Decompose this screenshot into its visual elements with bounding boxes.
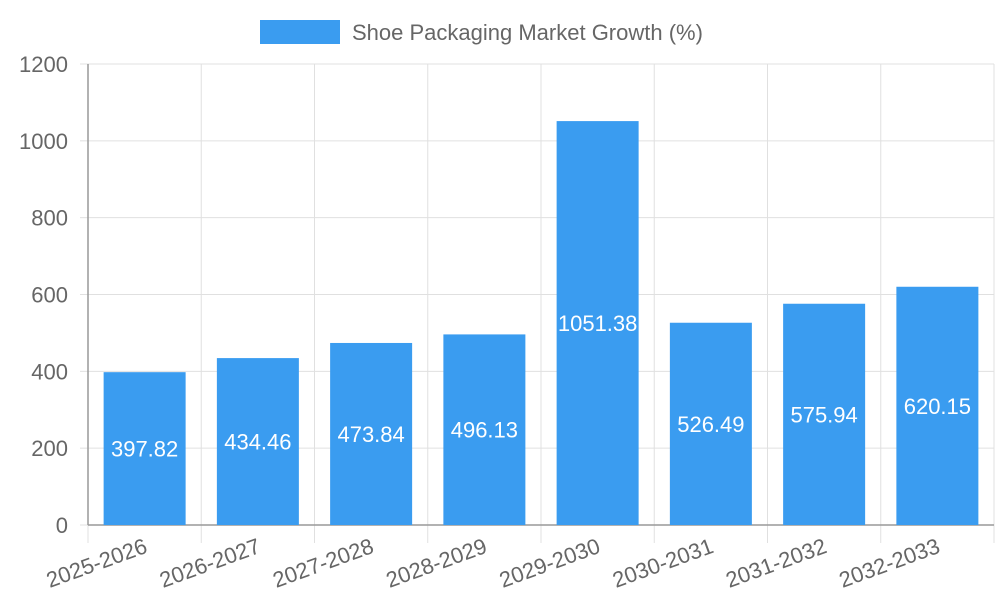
bar[interactable] xyxy=(330,342,413,525)
y-tick-label: 0 xyxy=(56,513,68,538)
bar-data-label: 397.82 xyxy=(111,437,178,462)
y-tick-label: 600 xyxy=(31,283,68,308)
legend-swatch xyxy=(260,20,340,44)
x-tick-label: 2031-2032 xyxy=(722,533,829,592)
y-tick-label: 200 xyxy=(31,436,68,461)
x-tick-label: 2026-2027 xyxy=(156,533,263,592)
bar[interactable] xyxy=(103,372,186,525)
bar[interactable] xyxy=(556,121,639,525)
bar[interactable] xyxy=(896,286,979,525)
x-tick-label: 2028-2029 xyxy=(383,533,490,592)
bar-data-label: 473.84 xyxy=(337,422,404,447)
x-tick-label: 2025-2026 xyxy=(43,533,150,592)
data-labels: 397.82 434.46 473.84 496.13 1051.38 526.49 575… xyxy=(111,311,971,462)
bar-data-label: 434.46 xyxy=(224,430,291,455)
y-tick-label: 400 xyxy=(31,359,68,384)
bar[interactable] xyxy=(216,358,299,525)
y-tick-label: 800 xyxy=(31,206,68,231)
y-tick-label: 1000 xyxy=(19,129,68,154)
x-tick-label: 2032-2033 xyxy=(836,533,943,592)
bar-data-label: 620.15 xyxy=(904,394,971,419)
bar[interactable] xyxy=(443,334,526,525)
bar-data-label: 575.94 xyxy=(790,402,857,427)
bar-data-label: 1051.38 xyxy=(558,311,638,336)
x-tick-label: 2030-2031 xyxy=(609,533,716,592)
x-tick-label: 2027-2028 xyxy=(269,533,376,592)
y-tick-label: 1200 xyxy=(19,52,68,77)
bar-data-label: 526.49 xyxy=(677,412,744,437)
chart-legend[interactable]: Shoe Packaging Market Growth (%) xyxy=(260,20,703,45)
bar-data-label: 496.13 xyxy=(451,418,518,443)
x-tick-label: 2029-2030 xyxy=(496,533,603,592)
bar[interactable] xyxy=(783,303,866,525)
bar[interactable] xyxy=(669,322,752,525)
bars xyxy=(103,121,979,525)
grid-lines xyxy=(88,63,995,525)
x-tick-labels: 2025-2026 2026-2027 2027-2028 2028-2029 2029… xyxy=(43,533,943,592)
legend-label: Shoe Packaging Market Growth (%) xyxy=(352,20,703,45)
y-tick-labels: 0 200 400 600 800 1000 1200 xyxy=(19,52,68,538)
